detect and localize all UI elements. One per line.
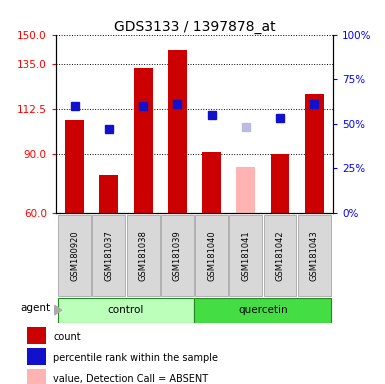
Text: GSM181037: GSM181037 — [104, 230, 113, 281]
Bar — [27, 348, 46, 365]
Bar — [27, 369, 46, 384]
Bar — [65, 120, 84, 213]
Text: control: control — [108, 305, 144, 315]
Bar — [194, 298, 331, 323]
Bar — [27, 327, 46, 344]
Bar — [236, 167, 255, 213]
Text: GSM181042: GSM181042 — [276, 230, 285, 281]
Text: GSM181041: GSM181041 — [241, 230, 250, 281]
Text: GSM181038: GSM181038 — [139, 230, 147, 281]
Text: GSM180920: GSM180920 — [70, 230, 79, 281]
Bar — [99, 175, 118, 213]
Bar — [134, 68, 152, 213]
Bar — [229, 215, 262, 296]
Text: count: count — [53, 332, 81, 342]
Bar — [264, 215, 296, 296]
Text: agent: agent — [20, 303, 50, 313]
Bar — [58, 215, 91, 296]
Bar — [127, 215, 159, 296]
Title: GDS3133 / 1397878_at: GDS3133 / 1397878_at — [114, 20, 275, 33]
Bar — [202, 152, 221, 213]
Text: value, Detection Call = ABSENT: value, Detection Call = ABSENT — [53, 374, 208, 384]
Bar — [161, 215, 194, 296]
Bar — [298, 215, 331, 296]
Bar — [168, 50, 187, 213]
Bar — [271, 154, 290, 213]
Text: GSM181039: GSM181039 — [173, 230, 182, 281]
Text: GSM181040: GSM181040 — [207, 230, 216, 281]
Bar — [305, 94, 324, 213]
Text: GSM181043: GSM181043 — [310, 230, 319, 281]
Text: quercetin: quercetin — [238, 305, 288, 315]
Bar — [92, 215, 125, 296]
Text: percentile rank within the sample: percentile rank within the sample — [53, 353, 218, 363]
Bar — [195, 215, 228, 296]
Bar — [57, 298, 194, 323]
